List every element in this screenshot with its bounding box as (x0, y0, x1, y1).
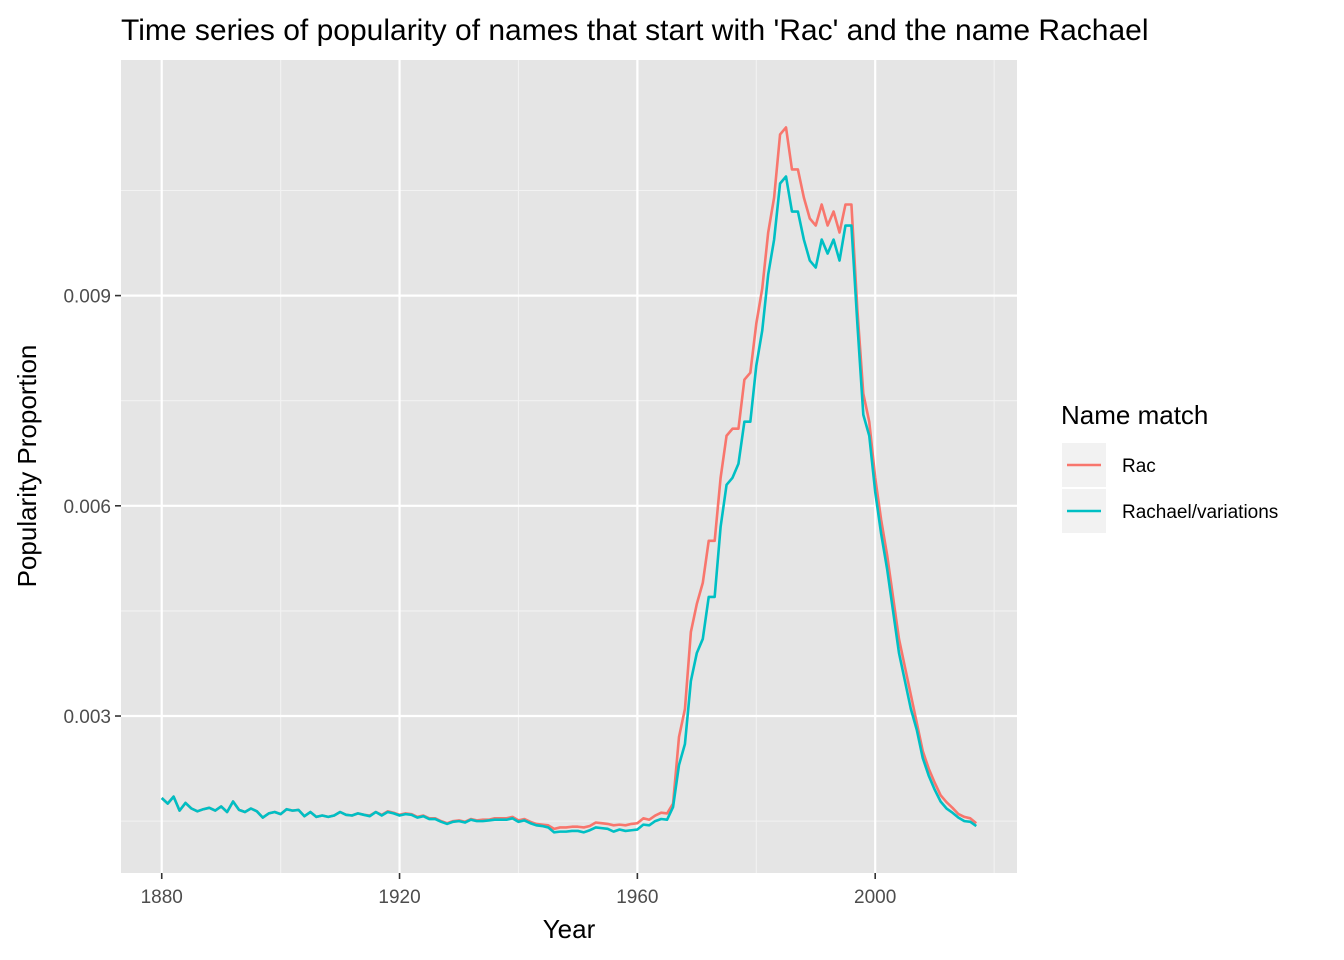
legend-items: Rac Rachael/variations (1062, 443, 1278, 533)
x-tick-label: 2000 (854, 887, 896, 908)
major-gridlines (121, 60, 1017, 873)
series-layer (160, 126, 978, 834)
y-axis: 0.003 0.006 0.009 (63, 287, 121, 728)
x-axis: 1880 1920 1960 2000 (141, 873, 896, 908)
legend-title: Name match (1061, 400, 1208, 430)
y-tick-label: 0.009 (63, 287, 111, 308)
minor-gridlines (121, 60, 1017, 873)
x-tick-label: 1920 (378, 887, 420, 908)
y-tick-label: 0.003 (63, 707, 111, 728)
legend-label: Rachael/variations (1122, 502, 1278, 523)
x-axis-title: Year (543, 914, 596, 944)
series-line (160, 175, 978, 834)
x-tick-label: 1880 (141, 887, 183, 908)
legend-label: Rac (1122, 456, 1156, 477)
x-tick-label: 1960 (616, 887, 658, 908)
y-axis-title: Popularity Proportion (12, 345, 42, 588)
plot-panel (121, 60, 1017, 873)
chart-title: Time series of popularity of names that … (121, 14, 1149, 47)
y-tick-label: 0.006 (63, 497, 111, 518)
legend: Name match Rac Rachael/variations (1061, 400, 1278, 533)
